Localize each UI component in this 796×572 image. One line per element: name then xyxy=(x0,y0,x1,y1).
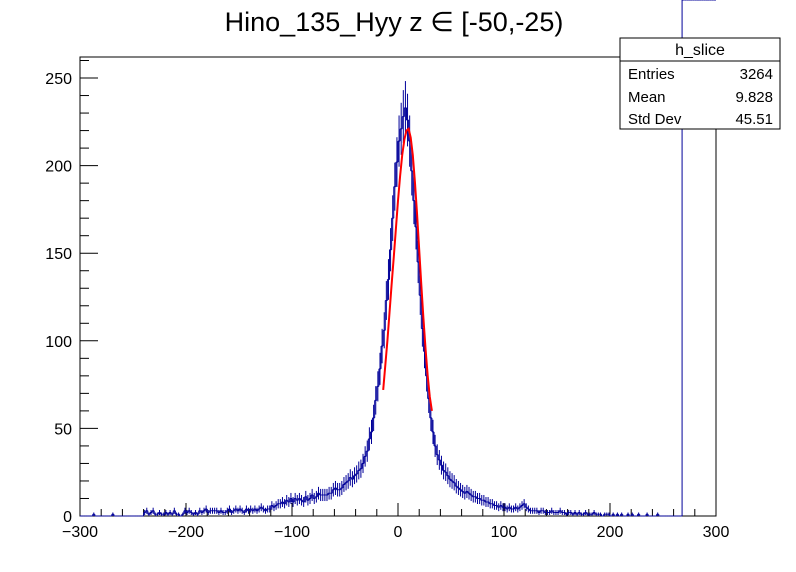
x-tick-label: −200 xyxy=(168,524,204,541)
x-tick-label: 100 xyxy=(491,524,518,541)
stats-value-stddev: 45.51 xyxy=(735,111,773,128)
fit-curve-line xyxy=(382,126,433,412)
stats-value-mean: 9.828 xyxy=(735,89,773,106)
y-tick-label: 250 xyxy=(45,71,72,88)
x-tick-label: 0 xyxy=(394,524,403,541)
stats-box-frame xyxy=(619,37,781,130)
stats-label-entries: Entries xyxy=(628,66,675,83)
x-tick-label: 200 xyxy=(597,524,624,541)
y-tick-label: 150 xyxy=(45,246,72,263)
fit-curve xyxy=(382,126,433,412)
stats-label-mean: Mean xyxy=(628,89,666,106)
chart-title: Hino_135_Hyy z ∈ [-50,-25) xyxy=(225,7,564,37)
x-axis: −300 −200 −100 0 100 200 300 xyxy=(62,503,729,541)
y-axis: 0 50 100 150 200 250 xyxy=(45,60,98,526)
x-tick-label: −300 xyxy=(62,524,98,541)
y-tick-label: 200 xyxy=(45,159,72,176)
y-tick-label: 0 xyxy=(63,509,72,526)
stats-box: h_slice Entries 3264 Mean 9.828 Std Dev … xyxy=(619,37,781,130)
y-tick-label: 100 xyxy=(45,334,72,351)
x-tick-label: −100 xyxy=(274,524,310,541)
stats-label-stddev: Std Dev xyxy=(628,111,682,128)
stats-value-entries: 3264 xyxy=(740,66,773,83)
y-tick-label: 50 xyxy=(54,421,72,438)
x-tick-label: 300 xyxy=(703,524,730,541)
stats-box-title: h_slice xyxy=(675,42,725,59)
